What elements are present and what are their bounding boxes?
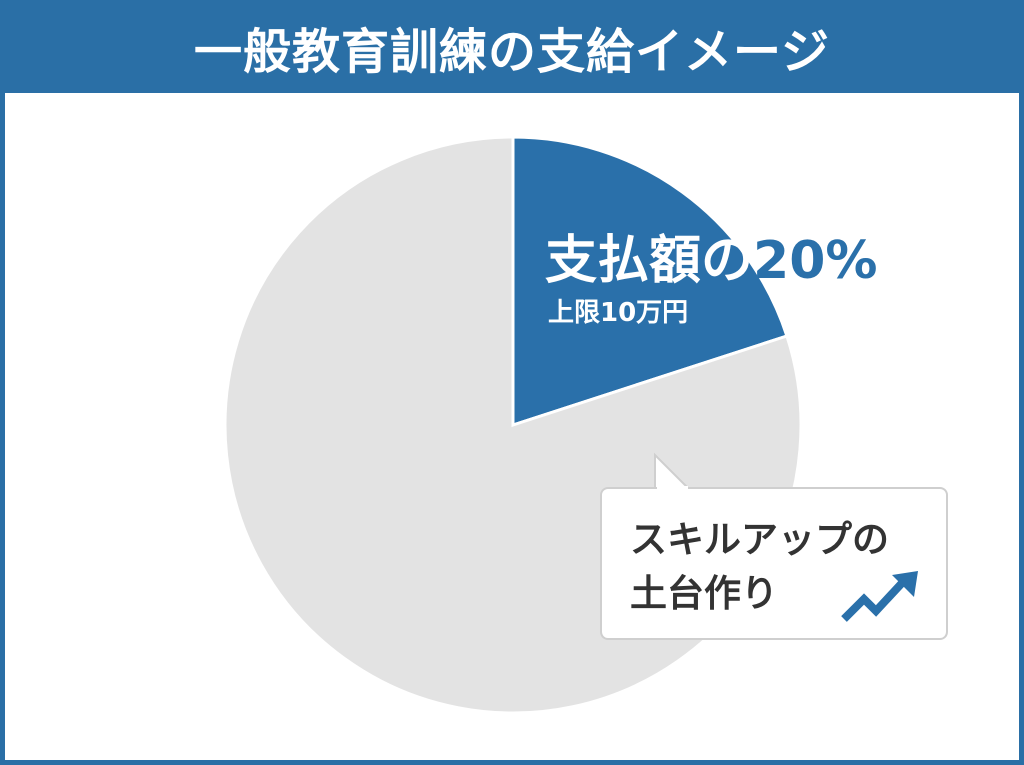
callout-line-1: スキルアップの [630, 518, 889, 561]
slice-label-percent: 20% [753, 231, 878, 291]
trending-up-icon [841, 571, 918, 622]
callout-line-2: 土台作り [630, 572, 778, 615]
callout-box: スキルアップの 土台作り [600, 487, 948, 640]
pie-slice-subsidy [511, 135, 789, 428]
slice-label-cap: 上限10万円 [548, 298, 689, 328]
callout-text: スキルアップの 土台作り [630, 513, 889, 621]
slice-label-main: 支払額の20% [545, 218, 877, 293]
page-title: 一般教育訓練の支給イメージ [193, 23, 831, 80]
slice-label-prefix: 支払額の [545, 231, 754, 291]
callout-tail-join [657, 486, 688, 490]
header-bar: 一般教育訓練の支給イメージ [0, 0, 1024, 93]
